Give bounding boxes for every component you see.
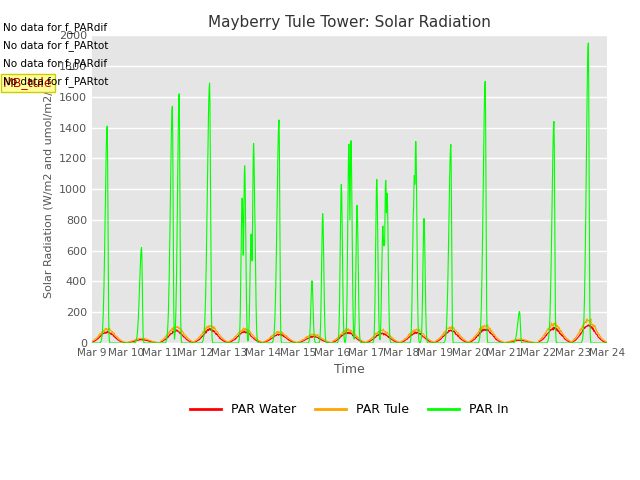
PAR Tule <box>190 339 198 345</box>
PAR Water <box>603 340 611 346</box>
PAR In <box>534 340 542 346</box>
PAR In <box>260 340 268 346</box>
Text: MB_tule: MB_tule <box>3 76 53 89</box>
PAR In <box>429 340 436 346</box>
PAR Water <box>585 322 593 328</box>
PAR In <box>497 340 504 346</box>
PAR Tule <box>429 339 436 345</box>
PAR Tule <box>260 338 268 344</box>
PAR Water <box>542 332 550 338</box>
PAR Water <box>190 340 198 346</box>
PAR Tule <box>587 316 595 322</box>
PAR In <box>88 340 95 346</box>
PAR Water <box>202 328 210 334</box>
PAR In <box>190 340 198 346</box>
PAR Water <box>429 340 436 346</box>
Line: PAR Tule: PAR Tule <box>92 319 607 343</box>
Y-axis label: Solar Radiation (W/m2 and umol/m2/s): Solar Radiation (W/m2 and umol/m2/s) <box>44 81 53 298</box>
X-axis label: Time: Time <box>334 363 365 376</box>
Title: Mayberry Tule Tower: Solar Radiation: Mayberry Tule Tower: Solar Radiation <box>208 15 491 30</box>
Line: PAR In: PAR In <box>92 43 607 343</box>
Text: No data for f_PARtot: No data for f_PARtot <box>3 76 109 87</box>
PAR In <box>584 40 592 46</box>
PAR In <box>202 256 210 262</box>
PAR Tule <box>497 338 504 344</box>
Line: PAR Water: PAR Water <box>92 325 607 343</box>
PAR Water <box>534 340 542 346</box>
PAR Tule <box>202 325 210 331</box>
PAR Water <box>497 339 504 345</box>
PAR Water <box>260 339 268 345</box>
PAR Tule <box>603 339 611 345</box>
PAR In <box>542 340 550 346</box>
Text: No data for f_PARdif: No data for f_PARdif <box>3 58 108 69</box>
Legend: PAR Water, PAR Tule, PAR In: PAR Water, PAR Tule, PAR In <box>185 398 514 421</box>
PAR Tule <box>542 329 550 335</box>
Text: No data for f_PARtot: No data for f_PARtot <box>3 40 109 51</box>
PAR Tule <box>88 338 95 344</box>
Text: No data for f_PARdif: No data for f_PARdif <box>3 22 108 33</box>
PAR Tule <box>534 340 542 346</box>
PAR In <box>603 340 611 346</box>
PAR Water <box>88 339 95 345</box>
